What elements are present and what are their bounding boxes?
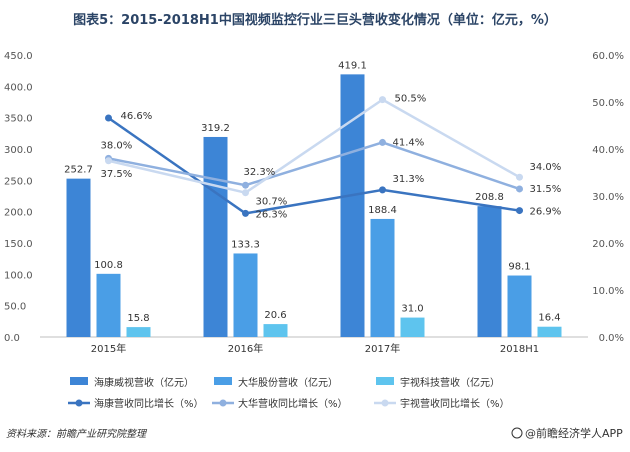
legend-label: 大华营收同比增长（%） (238, 397, 348, 410)
x-tick-label: 2016年 (228, 342, 263, 355)
legend-swatch-bar (214, 377, 232, 385)
legend-label: 海康营收同比增长（%） (94, 397, 204, 410)
bar-value-label: 188.4 (368, 205, 397, 216)
line-value-label: 32.3% (244, 167, 276, 178)
bar-value-label: 100.8 (94, 260, 123, 271)
line-value-label: 46.6% (121, 111, 153, 122)
y-left-tick-label: 400.0 (4, 82, 33, 93)
legend-label: 大华股份营收（亿元） (238, 376, 338, 389)
y-left-tick-label: 250.0 (4, 176, 33, 187)
bar-value-label: 133.3 (231, 239, 260, 250)
y-left-tick-label: 450.0 (4, 51, 33, 62)
series-line-s5 (108, 98, 521, 195)
line-point-s5 (242, 189, 249, 197)
data-labels: 252.7 319.2 419.1 208.8 100.8 133.3 188.4 98.1 1… (64, 60, 561, 324)
source-note: 资料来源：前瞻产业研究院整理 (6, 428, 148, 440)
line-value-label: 31.3% (393, 174, 425, 185)
bar-s1 (96, 273, 121, 337)
line-point-s5 (105, 157, 112, 165)
bar-s2 (537, 326, 562, 337)
bar-s1 (370, 218, 395, 337)
x-tick-label: 2018H1 (500, 344, 539, 355)
line-point-s3 (105, 114, 112, 122)
lines (105, 96, 523, 217)
series-line-s4 (108, 141, 520, 191)
chart-title: 图表5：2015-2018H1中国视频监控行业三巨头营收变化情况（单位：亿元，%… (73, 12, 557, 28)
bar-s0 (66, 178, 91, 337)
line-value-label: 31.5% (530, 184, 562, 195)
legend-swatch-bar (70, 377, 88, 385)
legend-swatch-bar (376, 377, 394, 385)
x-tick-label: 2015年 (91, 342, 126, 355)
line-value-label: 50.5% (395, 94, 427, 105)
y-right-tick-label: 60.0% (592, 51, 624, 62)
y-right-tick-label: 30.0% (592, 192, 624, 203)
line-value-label: 37.5% (101, 169, 133, 180)
y-right-tick-label: 0.0% (599, 333, 624, 344)
line-point-s5 (379, 96, 386, 104)
bars (66, 74, 562, 337)
axes: 0.0 50.0 100.0 150.0 200.0 250.0 300.0 350.0 400… (4, 51, 624, 355)
y-right-tick-label: 50.0% (592, 98, 624, 109)
legend-swatch-marker (219, 399, 227, 407)
bar-s2 (263, 324, 288, 337)
y-left-tick-label: 50.0 (4, 302, 26, 313)
line-point-s3 (242, 209, 249, 217)
brand-mark: @前瞻经济学人APP (511, 426, 623, 440)
y-left-tick-label: 100.0 (4, 270, 33, 281)
legend-swatch-marker (381, 399, 389, 407)
legend-label: 宇视科技营收（亿元） (400, 376, 500, 389)
y-left-tick-label: 200.0 (4, 208, 33, 219)
bar-value-label: 31.0 (401, 304, 423, 315)
bar-value-label: 20.6 (264, 310, 286, 321)
y-right-tick-label: 40.0% (592, 145, 624, 156)
x-tick-label: 2017年 (365, 342, 400, 355)
bar-value-label: 208.8 (475, 192, 504, 203)
line-value-label: 41.4% (393, 137, 425, 148)
line-point-s4 (516, 185, 523, 193)
y-left-tick-label: 300.0 (4, 145, 33, 156)
bar-value-label: 252.7 (64, 165, 93, 176)
legend-label: 宇视营收同比增长（%） (400, 397, 510, 410)
line-value-label: 26.3% (256, 209, 288, 220)
line-point-s3 (379, 186, 386, 194)
legend: 海康威视营收（亿元） 大华股份营收（亿元） 宇视科技营收（亿元） 海康营收同比增长（%… (68, 376, 510, 410)
y-left-tick-label: 350.0 (4, 114, 33, 125)
line-value-label: 34.0% (530, 162, 562, 173)
legend-swatch-marker (75, 399, 83, 407)
brand-icon (511, 427, 523, 439)
bar-s2 (400, 317, 425, 337)
bar-s0 (340, 74, 365, 337)
line-point-s4 (379, 138, 386, 146)
bar-s1 (507, 275, 532, 337)
line-value-label: 38.0% (101, 140, 133, 151)
legend-label: 海康威视营收（亿元） (94, 376, 194, 389)
brand-label: @前瞻经济学人APP (525, 426, 623, 440)
bar-s0 (203, 136, 228, 337)
bar-s1 (233, 253, 258, 337)
y-left-tick-label: 0.0 (4, 333, 20, 344)
line-value-label: 30.7% (256, 197, 288, 208)
y-right-tick-label: 10.0% (592, 286, 624, 297)
bar-value-label: 419.1 (338, 60, 367, 71)
y-left-tick-label: 150.0 (4, 239, 33, 250)
y-right-tick-label: 20.0% (592, 239, 624, 250)
line-value-label: 26.9% (530, 207, 562, 218)
line-point-s4 (242, 181, 249, 189)
bar-s0 (477, 206, 502, 337)
line-point-s3 (516, 207, 523, 215)
bar-value-label: 16.4 (538, 313, 560, 324)
line-point-s5 (516, 173, 523, 181)
bar-value-label: 319.2 (201, 123, 230, 134)
bar-value-label: 15.8 (127, 313, 149, 324)
series-line-s3 (107, 116, 520, 215)
bar-value-label: 98.1 (508, 262, 530, 273)
bar-s2 (126, 327, 151, 337)
